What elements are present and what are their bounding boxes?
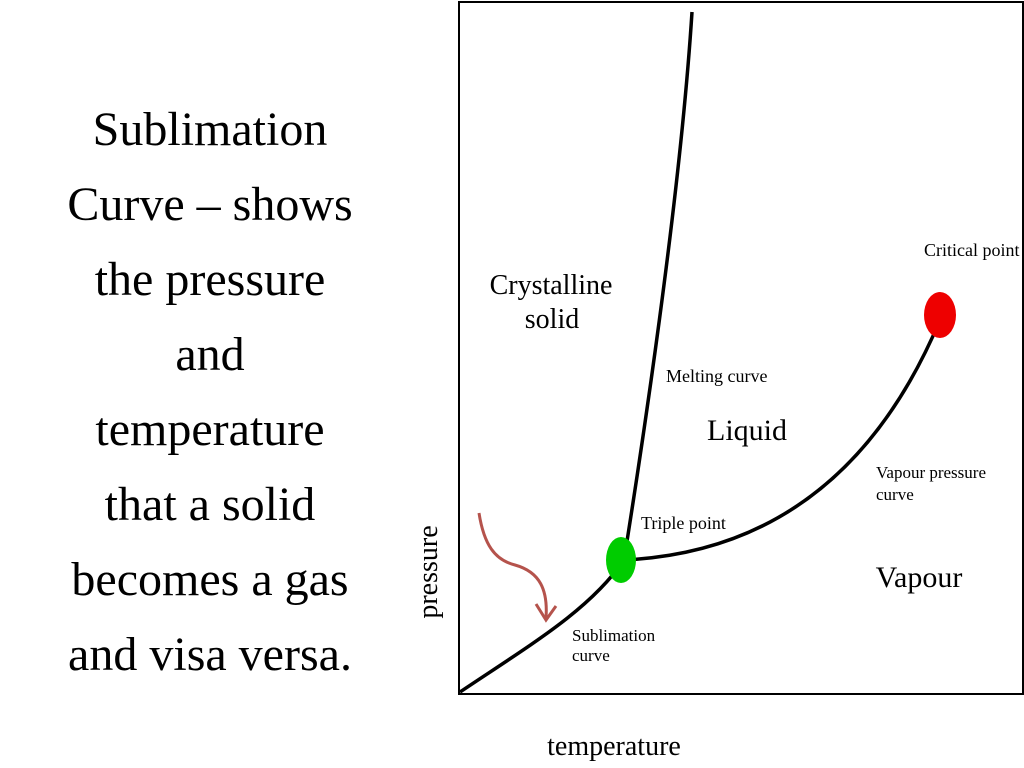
- sublimation-curve-line: [459, 559, 626, 694]
- description-line: that a solid: [104, 478, 316, 531]
- region-label-solid: Crystalline: [490, 270, 613, 301]
- curve-label-vapour-pressure: Vapour pressure: [876, 463, 986, 482]
- y-axis-label: pressure: [413, 525, 444, 618]
- point-label-critical: Critical point: [924, 240, 1019, 260]
- curve-label-vapour-pressure: curve: [876, 485, 914, 504]
- region-label-solid: solid: [525, 304, 579, 335]
- melting-curve-line: [622, 11, 694, 561]
- description-line: becomes a gas: [71, 553, 349, 606]
- description-line: temperature: [95, 403, 325, 456]
- triple-point-marker: [606, 537, 636, 583]
- curve-label-sublimation: Sublimation: [572, 626, 656, 645]
- plot-frame: [458, 1, 1024, 695]
- slide-description: Sublimation Curve – shows the pressure a…: [14, 92, 406, 692]
- description-line: Curve – shows: [67, 178, 353, 231]
- description-line: and: [175, 328, 245, 381]
- vapour-pressure-curve-line: [623, 319, 942, 562]
- curve-label-sublimation: curve: [572, 646, 610, 665]
- region-label-vapour: Vapour: [876, 561, 963, 594]
- description-line: and visa versa.: [68, 628, 352, 681]
- region-label-liquid: Liquid: [707, 414, 787, 447]
- point-label-triple: Triple point: [641, 513, 726, 533]
- description-line: the pressure: [94, 253, 326, 306]
- arrow-head-icon: [534, 603, 558, 623]
- x-axis-label: temperature: [547, 731, 681, 762]
- critical-point-marker: [924, 292, 956, 338]
- arrow-icon: [477, 512, 548, 619]
- curve-label-melting: Melting curve: [666, 366, 767, 386]
- description-line: Sublimation: [92, 103, 328, 156]
